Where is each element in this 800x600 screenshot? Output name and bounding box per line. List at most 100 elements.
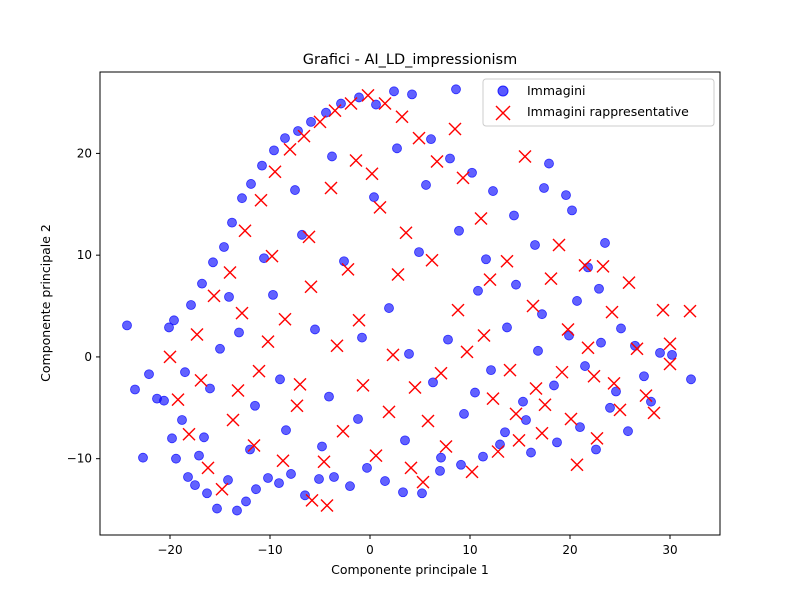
data-point-rappresentativa [182,427,196,441]
data-point-immagini [275,374,285,385]
data-point-immagini [414,247,424,258]
data-point-immagini [237,193,247,204]
data-point-rappresentativa [223,265,237,279]
data-point-rappresentativa [404,461,418,475]
data-point-rappresentativa [555,365,569,379]
data-point-immagini [533,345,543,356]
data-point-rappresentativa [439,439,453,453]
data-point-immagini [594,283,604,294]
data-point-immagini [354,92,364,103]
data-point-rappresentativa [647,406,661,420]
data-point-immagini [605,402,615,413]
data-point-immagini [362,462,372,473]
data-point-immagini [297,229,307,240]
data-point-rappresentativa [421,414,435,428]
data-point-rappresentativa [317,455,331,469]
chart-title: Grafici - AI_LD_impressionism [303,52,517,68]
data-point-immagini [353,414,363,424]
data-point-rappresentativa [268,165,282,179]
data-point-immagini [518,396,528,407]
data-point-rappresentativa [190,328,204,342]
data-point-immagini [473,285,483,296]
data-point-rappresentativa [587,369,601,383]
data-point-immagini [426,134,436,145]
data-point-immagini [199,432,209,443]
data-point-immagini [478,451,488,462]
data-point-immagini [194,450,204,461]
data-point-rappresentativa [276,454,290,468]
data-point-immagini [417,488,427,499]
data-point-rappresentativa [305,493,319,507]
y-axis-label: Componente principale 2 [38,224,53,382]
data-point-rappresentativa [304,280,318,294]
data-point-immagini [280,133,290,144]
data-point-rappresentativa [254,193,268,207]
data-point-immagini [561,190,571,201]
data-point-immagini [549,380,559,391]
data-point-immagini [321,107,331,118]
data-point-immagini [611,386,621,397]
data-point-immagini [177,415,187,425]
data-point-immagini [407,89,417,100]
data-point-rappresentativa [391,268,405,281]
data-point-immagini [208,257,218,268]
legend-x-marker [495,105,511,121]
data-point-rappresentativa [261,335,275,349]
data-point-immagini [215,343,225,354]
data-point-rappresentativa [349,154,363,168]
data-point-immagini [616,323,626,334]
x-tick-label: 10 [462,543,477,557]
data-point-immagini [310,324,320,335]
data-point-immagini [398,487,408,498]
data-point-rappresentativa [226,413,240,427]
data-point-rappresentativa [313,115,327,129]
data-point-rappresentativa [231,384,245,397]
data-point-immagini [435,465,445,476]
legend-circle-marker [497,85,509,97]
data-point-immagini [456,459,466,470]
data-point-rappresentativa [448,122,462,136]
data-point-immagini [509,210,519,221]
legend-box [482,78,715,127]
data-point-immagini [537,309,547,320]
data-point-rappresentativa [663,337,677,351]
data-point-immagini [306,116,316,127]
data-point-rappresentativa [590,431,604,445]
data-point-rappresentativa [512,433,526,447]
data-point-immagini [502,322,512,333]
data-point-rappresentativa [596,259,610,273]
data-point-rappresentativa [278,312,292,326]
data-point-immagini [380,476,390,486]
data-point-immagini [596,337,606,348]
x-tick-label: 20 [562,543,577,557]
data-point-rappresentativa [538,398,552,412]
data-point-immagini [274,478,284,489]
data-point-immagini [246,179,256,189]
data-point-immagini [251,484,261,495]
data-point-rappresentativa [578,258,592,272]
data-point-immagini [459,409,469,419]
data-point-immagini [180,367,190,378]
data-point-immagini [345,481,355,492]
data-point-rappresentativa [352,313,366,327]
data-point-immagini [130,384,140,395]
data-point-immagini [539,183,549,193]
data-point-immagini [575,422,585,433]
data-point-rappresentativa [561,322,575,336]
x-tick-label: 0 [366,543,374,557]
data-point-rappresentativa [336,424,350,438]
data-point-rappresentativa [382,405,396,419]
data-point-rappresentativa [607,376,621,390]
data-point-rappresentativa [247,438,261,452]
data-point-rappresentativa [378,97,392,111]
data-point-immagini [212,503,222,514]
data-point-immagini [544,158,554,169]
data-point-immagini [259,253,269,264]
data-point-rappresentativa [238,224,252,238]
data-point-rappresentativa [503,363,517,377]
y-tick-label: 0 [84,350,92,364]
data-point-rappresentativa [235,306,249,320]
data-point-immagini [357,332,367,343]
data-point-immagini [317,441,327,452]
